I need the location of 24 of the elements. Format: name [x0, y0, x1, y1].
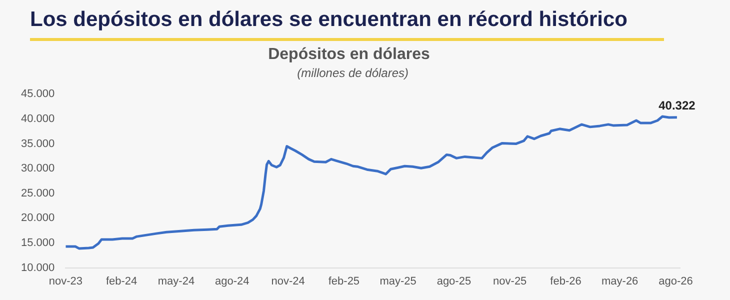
- annotation: 40.322: [658, 98, 696, 112]
- x-tick-label: feb-26: [550, 275, 582, 288]
- x-tick-label: nov-25: [493, 275, 527, 288]
- x-tick-label: may-24: [158, 275, 195, 288]
- x-tick-label: may-25: [380, 275, 416, 288]
- x-tick-label: may-26: [601, 275, 638, 288]
- chart-title: Los depósitos en dólares se encuentran en récord histórico: [30, 0, 664, 41]
- y-tick-label: 30.000: [20, 162, 55, 175]
- y-tick-label: 20.000: [20, 212, 55, 224]
- y-tick-label: 10.000: [20, 262, 55, 274]
- y-tick-label: 40.000: [20, 113, 55, 126]
- text: (millones de dólares): [297, 66, 409, 80]
- x-tick-label: nov-24: [271, 275, 305, 288]
- x-tick-label: ago-26: [658, 275, 693, 288]
- y-tick-label: 15.000: [20, 237, 55, 250]
- y-tick-label: 45.000: [20, 88, 55, 100]
- x-tick-label: ago-24: [215, 275, 250, 288]
- chart-subtitle: Depósitos en dólares: [268, 46, 430, 64]
- x-tick-label: ago-25: [436, 275, 472, 288]
- y-tick-label: 25.000: [20, 187, 55, 200]
- y-tick-label: 35.000: [20, 138, 55, 150]
- x-tick-label: nov-23: [48, 275, 82, 288]
- x-tick-label: feb-25: [328, 275, 360, 288]
- x-tick-label: feb-24: [106, 275, 138, 288]
